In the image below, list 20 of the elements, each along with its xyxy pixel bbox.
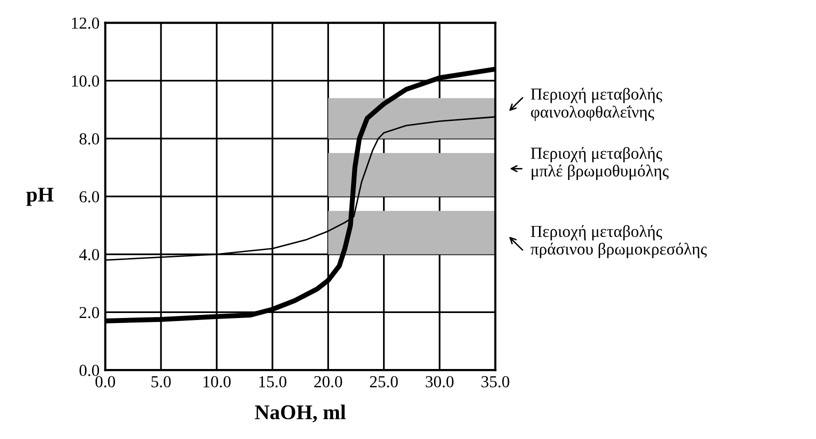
y-tick-label: 6.0 xyxy=(80,191,100,202)
x-tick-label: 10.0 xyxy=(204,376,231,388)
text: Περιοχή μεταβολής φαινολοφθαλεΐνης xyxy=(530,88,662,122)
text: Περιοχή μεταβολής μπλέ βρωμοθυμόλης xyxy=(530,146,669,180)
x-tick-label: 0.0 xyxy=(95,376,116,388)
x-axis-title: NaOH, ml xyxy=(254,404,346,422)
y-tick-label: 4.0 xyxy=(79,249,100,260)
y-axis-title: pH xyxy=(26,188,54,206)
x-tick-label: 20.0 xyxy=(314,376,342,388)
y-tick-label: 8.0 xyxy=(80,133,100,145)
x-tick-label: 15.0 xyxy=(259,376,286,388)
x-tick-label: 30.0 xyxy=(426,376,454,388)
text: Περιοχή μεταβολής πράσινου βρωμοκρεσόλης xyxy=(530,225,707,258)
x-tick-label: 5.0 xyxy=(152,376,171,388)
y-tick-label: 0.0 xyxy=(80,364,100,376)
x-tick-label: 35.0 xyxy=(482,376,510,388)
y-tick-label: 2.0 xyxy=(80,306,100,318)
x-tick-label: 25.0 xyxy=(370,376,398,388)
y-tick-label: 12.0 xyxy=(72,18,100,29)
y-tick-label: 10.0 xyxy=(72,75,100,87)
